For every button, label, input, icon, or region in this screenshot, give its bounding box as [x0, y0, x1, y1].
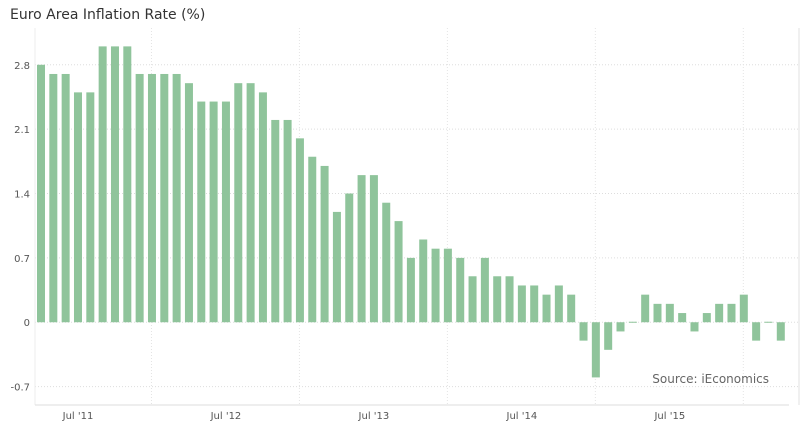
bar: [678, 313, 687, 323]
x-tick-label: Jul '12: [210, 411, 242, 422]
bar: [604, 322, 613, 350]
y-tick-label: 0: [24, 318, 30, 329]
bar: [135, 73, 144, 323]
y-tick-label: 2.8: [14, 61, 30, 72]
bar: [209, 101, 218, 323]
bar: [431, 248, 440, 323]
bar: [567, 294, 576, 323]
bar: [332, 211, 341, 323]
bar: [345, 193, 354, 323]
bar: [271, 119, 280, 323]
bar: [86, 92, 95, 323]
bar: [480, 257, 489, 323]
bar: [468, 276, 477, 323]
source-annotation: Source: iEconomics: [652, 372, 769, 386]
bar: [61, 73, 70, 323]
bar: [419, 239, 428, 323]
bar: [542, 294, 551, 323]
bar: [406, 257, 415, 323]
bar: [197, 101, 206, 323]
y-tick-label: 1.4: [14, 190, 30, 201]
bar: [727, 303, 736, 323]
bar: [456, 257, 465, 323]
bar: [764, 321, 773, 323]
bar: [394, 221, 403, 323]
bar: [591, 322, 600, 378]
x-tick-label: Jul '13: [358, 411, 390, 422]
bar: [37, 64, 45, 323]
y-tick-label: 2.1: [14, 125, 30, 136]
bar: [493, 276, 502, 323]
bar: [283, 119, 292, 323]
bar: [357, 175, 366, 323]
bar: [49, 73, 58, 323]
bar: [110, 46, 119, 323]
bar: [147, 73, 156, 323]
bar: [641, 294, 650, 323]
chart-title: Euro Area Inflation Rate (%): [10, 7, 206, 23]
bar: [295, 138, 304, 323]
bar: [172, 73, 181, 323]
bar: [73, 92, 82, 323]
bar: [258, 92, 267, 323]
bar: [369, 175, 378, 323]
bar: [579, 322, 588, 341]
bar: [308, 156, 317, 323]
x-tick-label: Jul '11: [62, 411, 94, 422]
y-tick-label: 0.7: [14, 254, 30, 265]
bar: [246, 83, 255, 323]
bar: [628, 321, 637, 323]
bar: [616, 322, 625, 332]
bar: [653, 303, 662, 323]
bar: [702, 313, 711, 323]
bar: [776, 322, 785, 341]
x-tick-label: Jul '14: [506, 411, 538, 422]
bar: [320, 165, 329, 323]
bar: [715, 303, 724, 323]
bar: [123, 46, 132, 323]
bar: [505, 276, 514, 323]
bar: [530, 285, 539, 323]
y-tick-label: -0.7: [10, 383, 30, 394]
bar: [665, 303, 674, 323]
bar: [443, 248, 452, 323]
bar: [382, 202, 391, 323]
bar: [160, 73, 169, 323]
bar: [739, 294, 748, 323]
bar: [517, 285, 526, 323]
bar: [221, 101, 230, 323]
bar: [234, 83, 243, 323]
bar: [98, 46, 107, 323]
x-tick-label: Jul '15: [653, 411, 685, 422]
bar: [554, 285, 563, 323]
bar: [690, 322, 699, 332]
bar: [184, 83, 193, 323]
bar: [752, 322, 761, 341]
